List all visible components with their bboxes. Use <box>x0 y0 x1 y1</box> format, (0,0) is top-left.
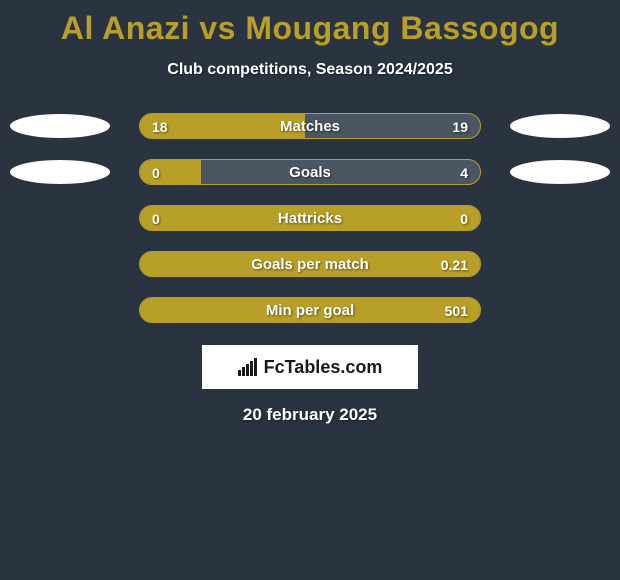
stat-label: Goals <box>140 160 480 185</box>
page-title: Al Anazi vs Mougang Bassogog <box>0 0 620 47</box>
date-label: 20 february 2025 <box>0 405 620 425</box>
stat-label: Matches <box>140 114 480 139</box>
stat-bar: 501Min per goal <box>139 297 481 323</box>
stat-row: 00Hattricks <box>0 205 620 231</box>
comparison-card: Al Anazi vs Mougang Bassogog Club compet… <box>0 0 620 580</box>
subtitle: Club competitions, Season 2024/2025 <box>0 61 620 79</box>
right-ellipse <box>510 114 610 138</box>
left-ellipse <box>10 114 110 138</box>
stat-row: 0.21Goals per match <box>0 251 620 277</box>
stat-bar: 1819Matches <box>139 113 481 139</box>
stat-bar: 00Hattricks <box>139 205 481 231</box>
brand-badge: FcTables.com <box>202 345 418 389</box>
stat-row: 501Min per goal <box>0 297 620 323</box>
stat-row: 1819Matches <box>0 113 620 139</box>
stat-label: Hattricks <box>140 206 480 231</box>
stat-bar: 0.21Goals per match <box>139 251 481 277</box>
left-ellipse <box>10 160 110 184</box>
stat-label: Goals per match <box>140 252 480 277</box>
brand-text: FcTables.com <box>264 357 383 378</box>
stat-row: 04Goals <box>0 159 620 185</box>
stat-label: Min per goal <box>140 298 480 323</box>
stat-bar: 04Goals <box>139 159 481 185</box>
bars-icon <box>238 358 260 376</box>
stat-rows: 1819Matches 04Goals 00Hattricks 0.21Goals p… <box>0 113 620 323</box>
right-ellipse <box>510 160 610 184</box>
